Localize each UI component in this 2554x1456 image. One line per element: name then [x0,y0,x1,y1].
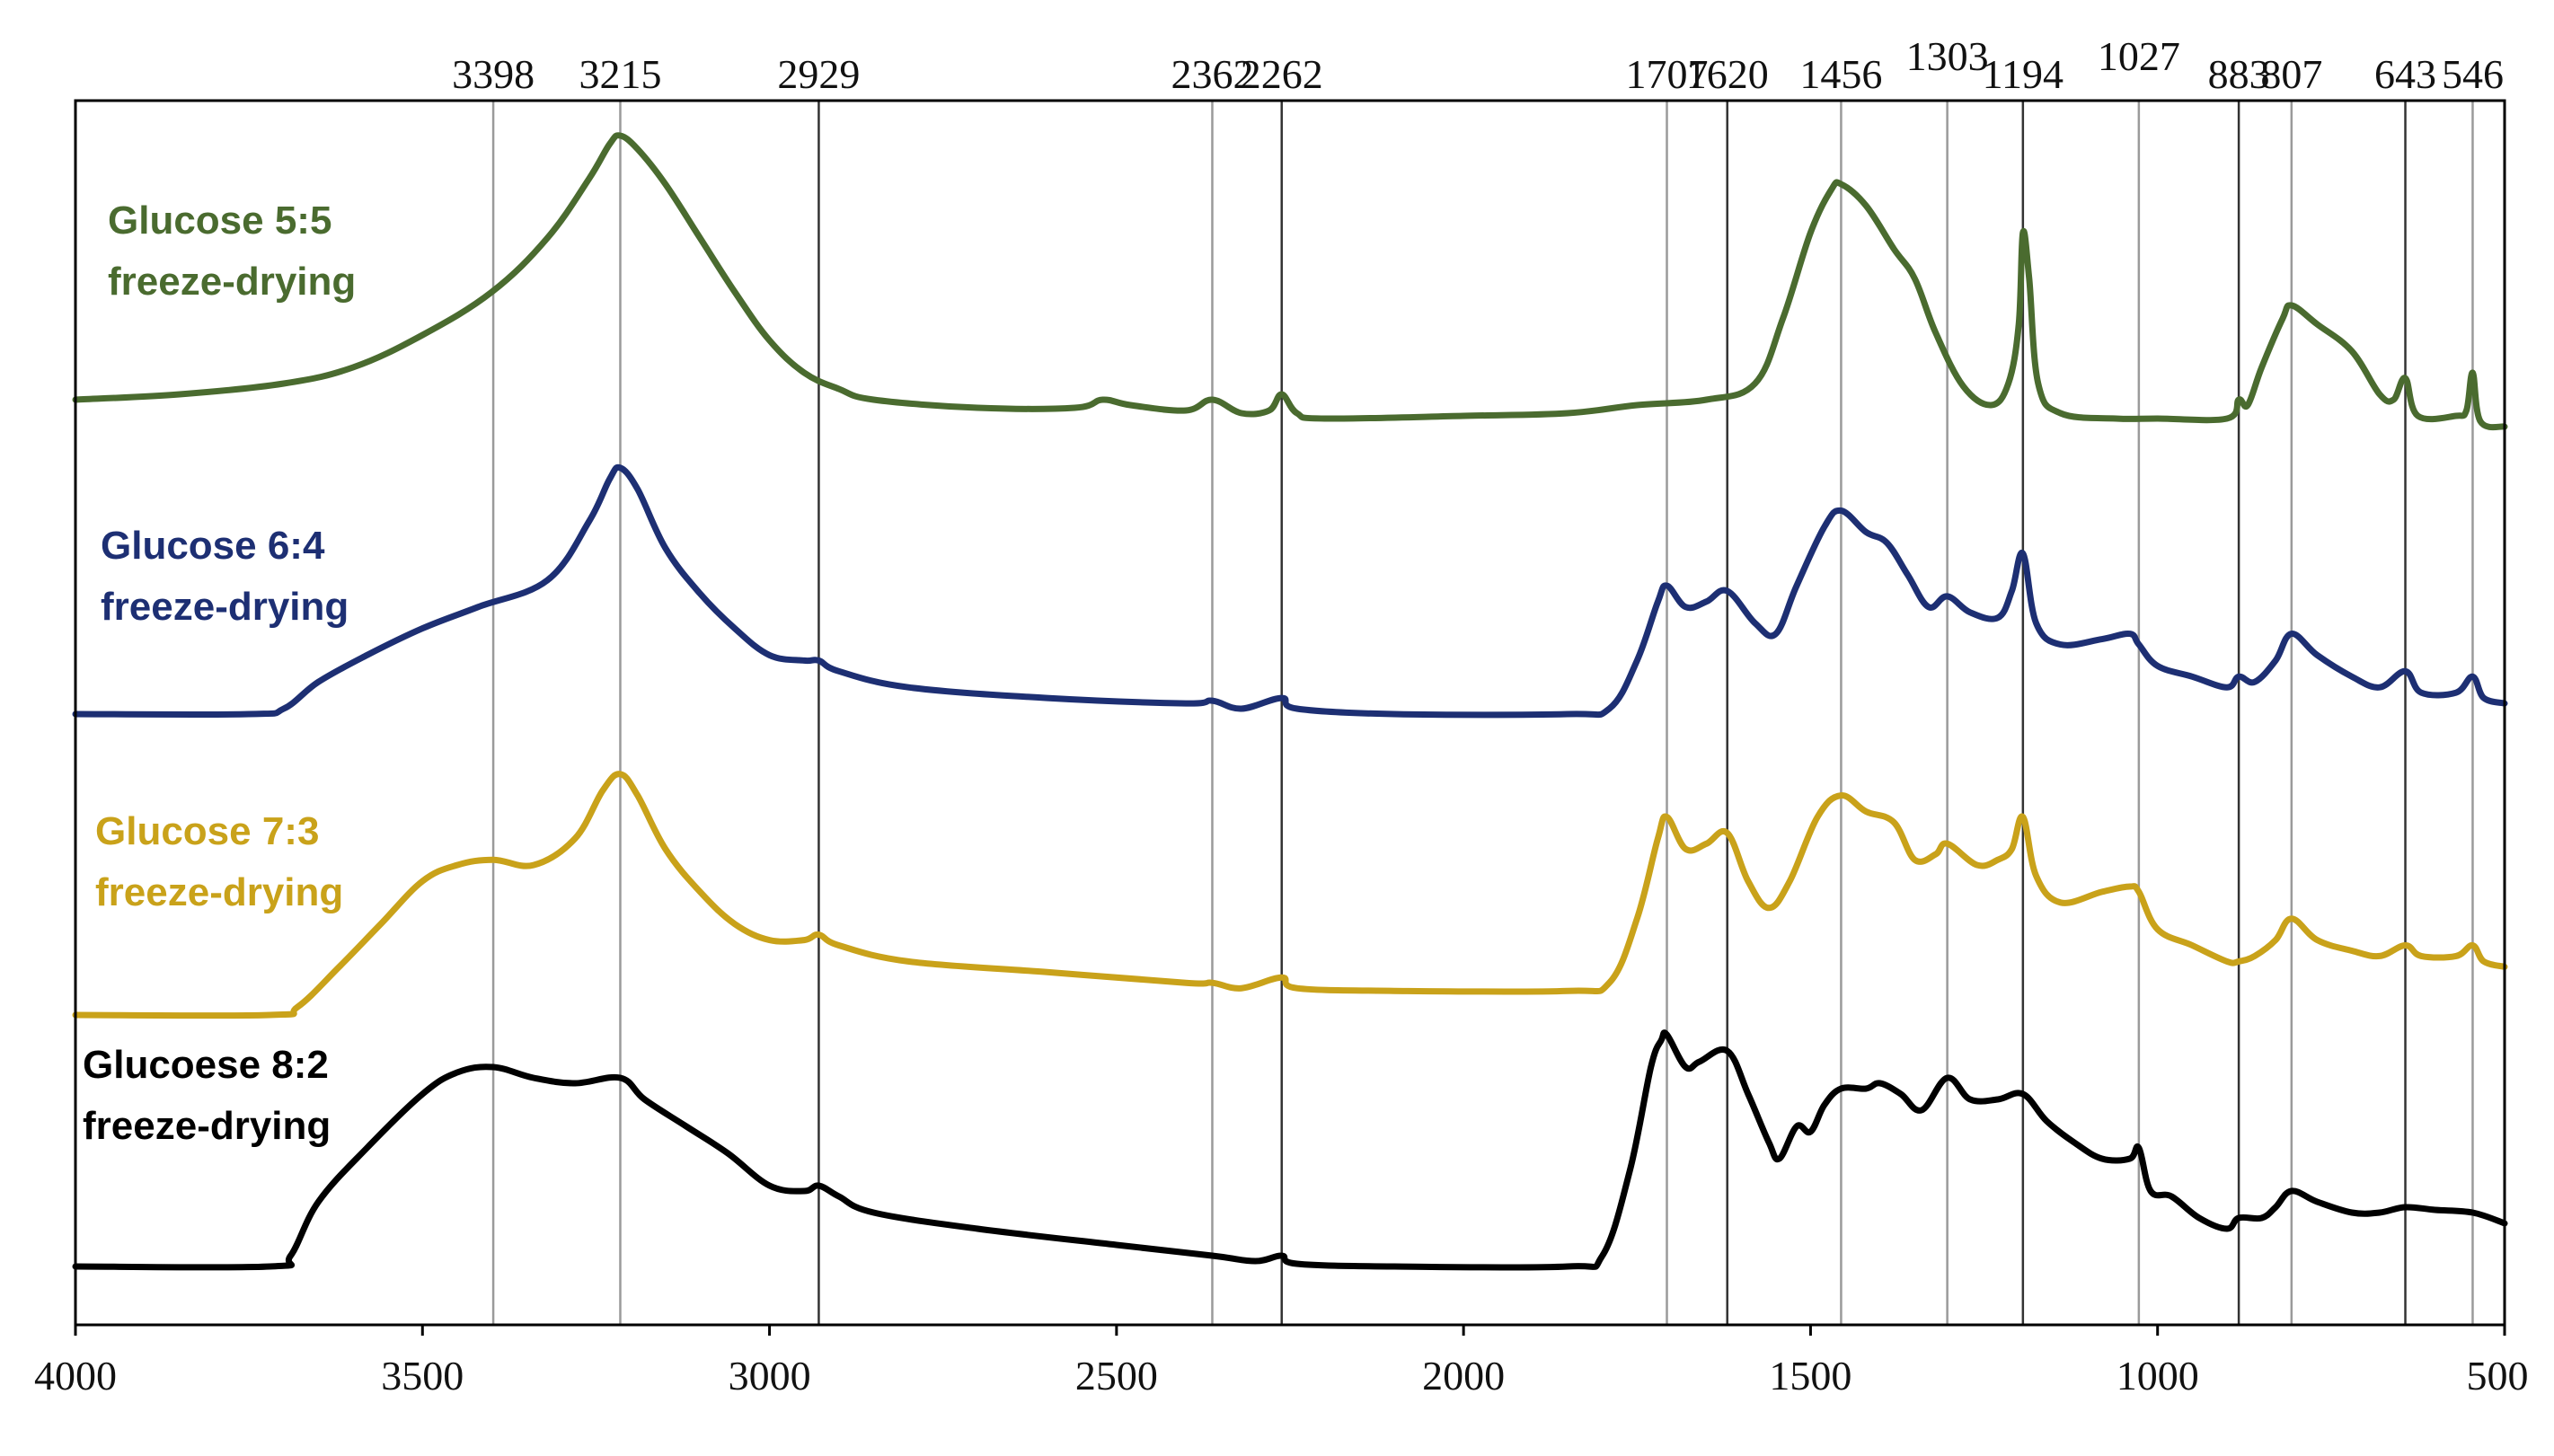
peak-label-3215: 3215 [579,51,661,97]
x-tick-label-3000: 3000 [729,1353,811,1399]
peak-label-1707: 1707 [1626,51,1709,97]
x-tick-label-2000: 2000 [1422,1353,1505,1399]
series-labels-layer: Glucose 5:5 freeze-drying Glucose 6:4 freez… [83,199,356,1148]
x-tick-label-500: 500 [2467,1353,2529,1399]
series-label-1-line2: freeze-drying [108,260,356,304]
peak-label-1456: 1456 [1799,51,1882,97]
series-line-2 [72,463,2508,719]
peak-lines-layer [491,101,2474,1325]
series-label-1-line1: Glucose 5:5 [108,199,331,243]
peak-label-1194: 1194 [1983,51,2064,97]
peak-label-2362: 2362 [1171,51,1253,97]
series-label-2-line2: freeze-drying [101,585,349,629]
series-label-2-line1: Glucose 6:4 [101,524,325,568]
x-tick-label-1000: 1000 [2117,1353,2199,1399]
series-label-3-line2: freeze-drying [95,870,343,914]
x-axis: 4000 3500 3000 2500 2000 1500 1000 500 [34,1325,2529,1399]
series-label-4-line1: Glucoese 8:2 [83,1043,329,1087]
peak-label-1303: 1303 [1906,33,1989,79]
series-line-4 [72,1029,2508,1271]
series-label-3-line1: Glucose 7:3 [95,809,319,853]
peak-label-883: 883 [2208,51,2270,97]
x-tick-label-2500: 2500 [1075,1353,1158,1399]
peak-label-2929: 2929 [777,51,860,97]
series-line-3 [72,771,2508,1019]
x-tick-label-4000: 4000 [34,1353,117,1399]
x-tick-label-3500: 3500 [381,1353,464,1399]
peak-label-546: 546 [2442,51,2504,97]
x-tick-label-1500: 1500 [1769,1353,1851,1399]
peak-label-643: 643 [2374,51,2436,97]
series-layer [72,132,2508,1271]
peak-label-807: 807 [2260,51,2322,97]
plot-frame [74,99,2506,1327]
peak-label-3398: 3398 [452,51,535,97]
peak-label-1027: 1027 [2098,33,2180,79]
peak-label-1620: 1620 [1686,51,1769,97]
peak-label-2262: 2262 [1241,51,1323,97]
series-line-1 [72,132,2508,431]
series-label-4-line2: freeze-drying [83,1104,331,1148]
